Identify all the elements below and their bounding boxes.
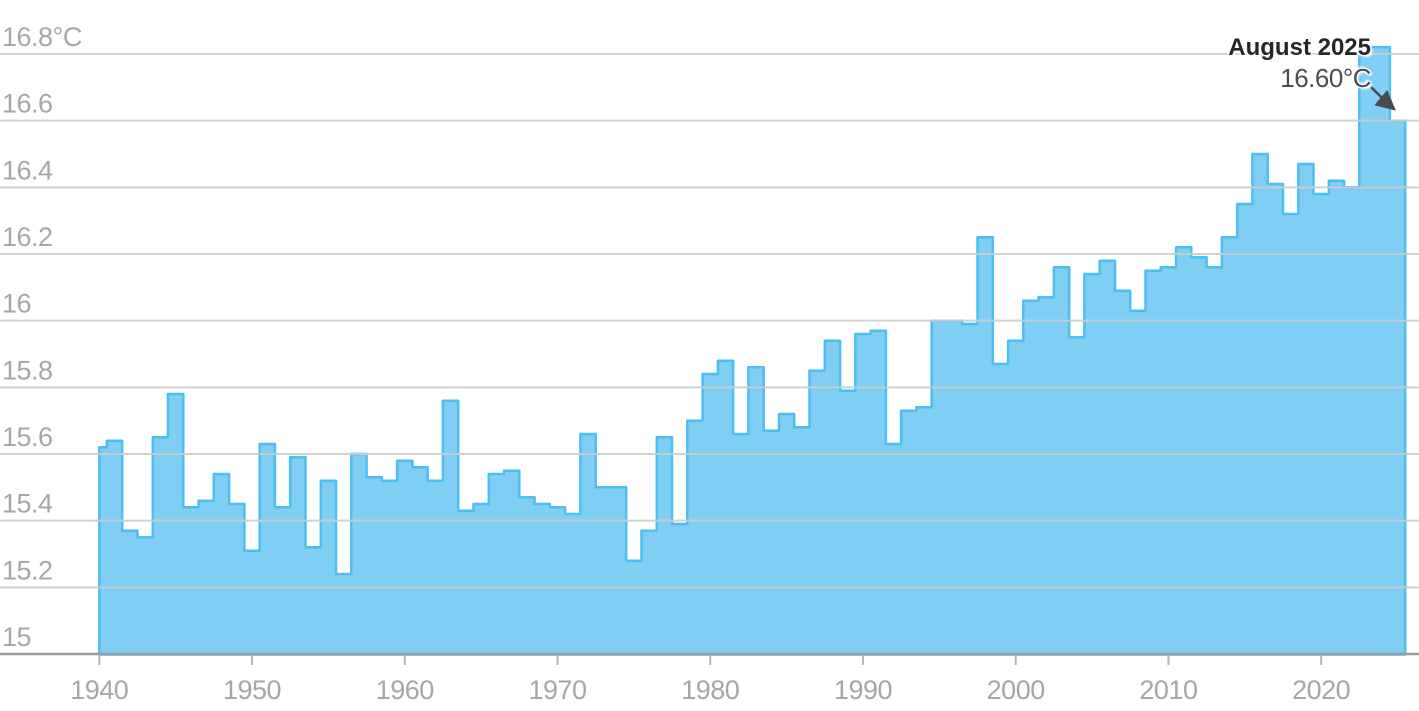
temperature-series (98, 46, 1407, 656)
x-tick-label: 1940 (70, 675, 128, 705)
y-tick-label: 15.6 (2, 422, 53, 452)
y-tick-label: 15.2 (2, 555, 53, 585)
y-tick-label: 15.4 (2, 489, 53, 519)
x-tick-label: 1960 (376, 675, 434, 705)
y-tick-label: 16.8°C (2, 22, 82, 52)
y-tick-label: 16.2 (2, 222, 53, 252)
x-tick-label: 2000 (987, 675, 1045, 705)
annotation-title: August 2025 (1228, 34, 1371, 61)
x-tick-label: 1950 (223, 675, 281, 705)
y-tick-label: 15 (2, 622, 31, 652)
y-axis-labels: 16.8°C 16.6 16.4 16.2 16 15.8 15.6 15.4 15.2 15 (2, 22, 82, 652)
y-tick-label: 15.8 (2, 355, 53, 385)
gridlines (0, 53, 1419, 589)
x-tick-label: 1980 (681, 675, 739, 705)
temperature-step-area (98, 46, 1407, 656)
annotation-arrow (1370, 86, 1396, 111)
annotation-value: 16.60°C (1280, 63, 1371, 93)
x-tick-label: 1990 (834, 675, 892, 705)
annotation: August 2025 16.60°C (1228, 34, 1371, 92)
x-tick-label: 1970 (528, 675, 586, 705)
x-tick-label: 2010 (1139, 675, 1197, 705)
x-axis-ticks (98, 655, 1323, 665)
y-tick-label: 16.4 (2, 155, 53, 185)
y-tick-label: 16 (2, 289, 31, 319)
x-axis-labels: 1940 1950 1960 1970 1980 1990 2000 2010 2020 (70, 675, 1350, 705)
x-tick-label: 2020 (1292, 675, 1350, 705)
y-tick-label: 16.6 (2, 89, 53, 119)
